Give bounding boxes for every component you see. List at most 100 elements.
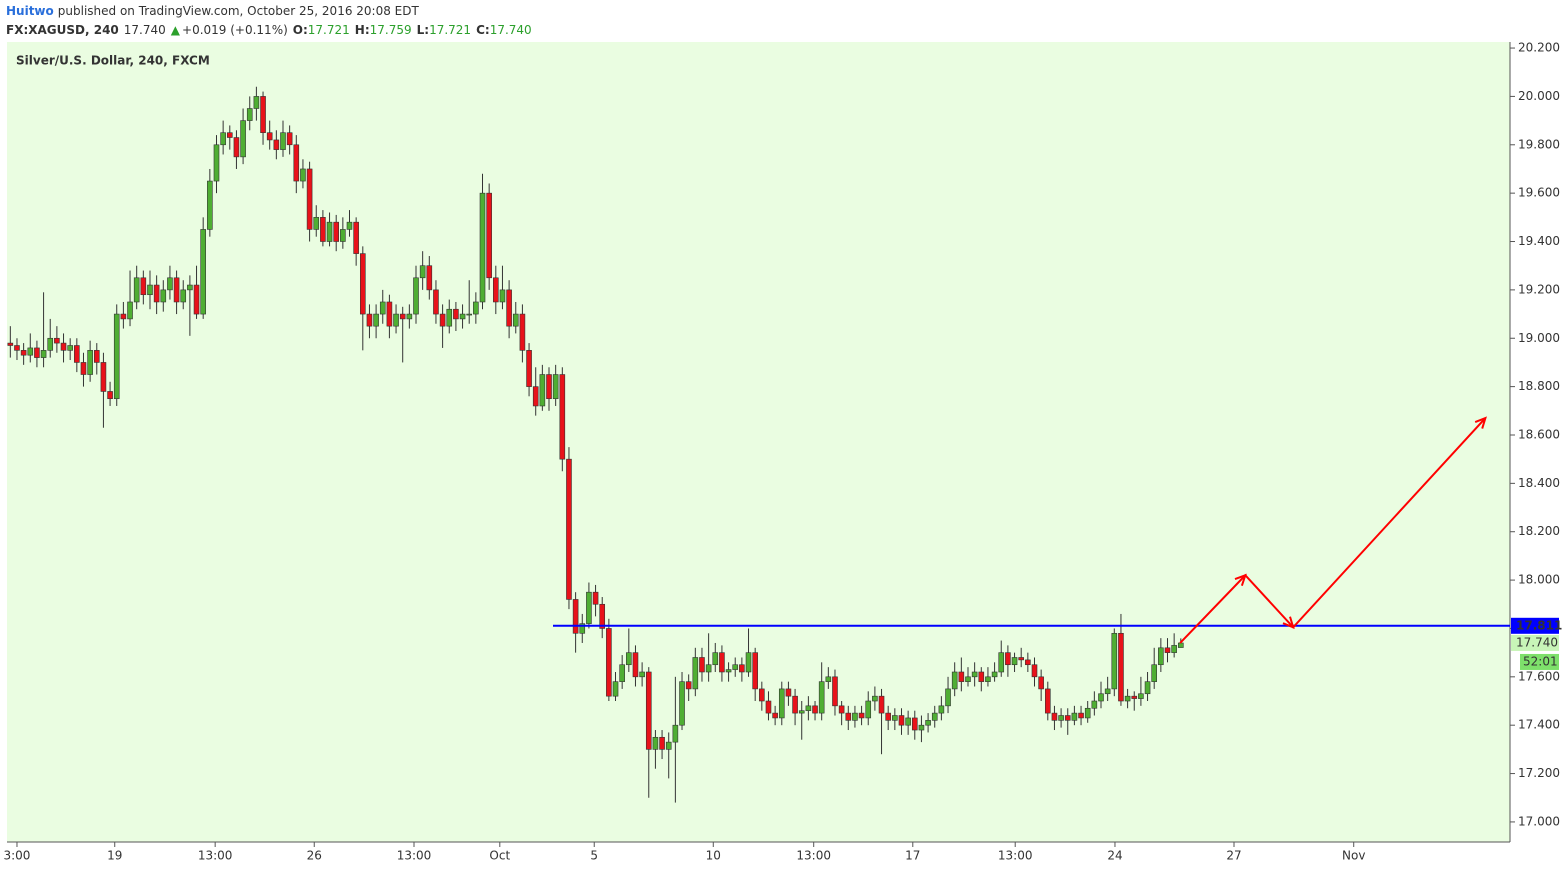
candle-body xyxy=(40,350,47,358)
candle-body xyxy=(1051,712,1058,721)
candle-body xyxy=(413,277,419,315)
x-tick-label: 27 xyxy=(1226,849,1241,863)
candle-body xyxy=(572,599,579,634)
y-tick-label: 17.000 xyxy=(1518,814,1560,828)
price: 17.740 xyxy=(124,23,166,37)
x-tick-label: 13:00 xyxy=(397,849,432,863)
candle-body xyxy=(419,265,426,279)
candle-body xyxy=(113,313,120,400)
candle-body xyxy=(765,700,772,714)
candle-body xyxy=(1138,693,1144,699)
candle-body xyxy=(1144,681,1151,695)
candle-body xyxy=(1084,707,1091,719)
candle-body xyxy=(127,301,133,320)
level-label: 17.811 xyxy=(1516,618,1562,632)
quote-line: FX:XAGUSD, 240 17.740 ▲ +0.019 (+0.11%) O:17… xyxy=(6,23,532,37)
candle-body xyxy=(792,695,798,714)
candle-body xyxy=(140,277,147,296)
candle-body xyxy=(1038,676,1044,690)
y-tick-label: 19.600 xyxy=(1518,186,1560,200)
candle-body xyxy=(486,192,492,279)
candle-body xyxy=(672,724,679,743)
ohlc-value: 17.721 xyxy=(308,23,350,37)
candle-body xyxy=(971,671,978,678)
candle-body xyxy=(1118,632,1124,702)
candle-body xyxy=(865,700,872,719)
candle-body xyxy=(1158,647,1164,666)
candle-body xyxy=(373,313,379,327)
candle-body xyxy=(439,313,446,327)
candle-body xyxy=(446,308,453,327)
candle-body xyxy=(346,221,353,230)
candle-body xyxy=(1124,695,1131,702)
candle-body xyxy=(526,350,532,387)
candle-body xyxy=(313,217,320,230)
candle-body xyxy=(785,688,792,697)
candle-body xyxy=(87,350,93,375)
candle-body xyxy=(1098,693,1104,702)
candle-body xyxy=(1058,715,1064,721)
y-tick-label: 20.200 xyxy=(1518,41,1560,55)
x-tick-label: 13:00 xyxy=(796,849,831,863)
ohlc-value: 17.740 xyxy=(490,23,532,37)
candle-body xyxy=(759,688,765,702)
candle-body xyxy=(93,350,100,363)
arrow-head xyxy=(1474,416,1487,429)
candle-body xyxy=(699,657,705,673)
ohlc-label: H: xyxy=(355,23,370,37)
candle-body xyxy=(60,342,67,351)
candle-body xyxy=(772,712,778,719)
candle-body xyxy=(147,284,153,296)
candle-body xyxy=(386,301,393,327)
header-line: Huitwo published on TradingView.com, Octo… xyxy=(6,4,419,18)
last-price-label: 17.740 xyxy=(1516,635,1558,649)
candle-body xyxy=(493,277,499,303)
candle-body xyxy=(300,168,306,182)
candle-body xyxy=(958,671,965,682)
candle-body xyxy=(1064,715,1071,721)
candle-body xyxy=(27,347,34,356)
candle-body xyxy=(805,705,812,711)
candle-body xyxy=(193,284,200,315)
y-tick-label: 17.400 xyxy=(1518,718,1560,732)
candle-body xyxy=(925,720,931,726)
candle-body xyxy=(393,313,399,327)
candle-body xyxy=(273,139,280,150)
candle-body xyxy=(286,132,293,146)
symbol: FX:XAGUSD, 240 xyxy=(6,23,119,37)
candle-body xyxy=(306,168,313,230)
candle-body xyxy=(133,277,140,303)
x-tick-label: 19 xyxy=(107,849,122,863)
x-tick-label: 10 xyxy=(706,849,721,863)
candle-body xyxy=(825,676,832,682)
candle-body xyxy=(266,132,273,141)
candle-body xyxy=(965,676,971,682)
candle-body xyxy=(712,652,719,666)
y-tick-label: 20.000 xyxy=(1518,89,1560,103)
x-tick-label: Nov xyxy=(1342,849,1365,863)
candle-body xyxy=(532,386,539,407)
candle-body xyxy=(399,313,406,320)
candle-body xyxy=(652,736,659,750)
x-tick-label: 13:00 xyxy=(198,849,233,863)
candle-body xyxy=(406,313,413,320)
x-tick-label: 24 xyxy=(1107,849,1122,863)
candle-body xyxy=(34,347,40,358)
candle-body xyxy=(187,284,193,291)
candle-body xyxy=(845,712,852,721)
candle-body xyxy=(220,132,226,146)
candle-body xyxy=(1025,659,1031,666)
candle-body xyxy=(433,289,439,315)
candle-body xyxy=(752,652,758,690)
x-tick-label: 17 xyxy=(905,849,920,863)
candle-body xyxy=(359,253,366,315)
candle-body xyxy=(679,681,685,726)
candle-body xyxy=(579,623,586,634)
last-price-box xyxy=(1511,634,1559,651)
candle-body xyxy=(80,362,87,375)
candle-body xyxy=(566,458,572,600)
candle-body xyxy=(732,664,739,670)
candle-body xyxy=(1171,645,1177,653)
author[interactable]: Huitwo xyxy=(6,4,54,18)
candle-body xyxy=(200,229,206,315)
